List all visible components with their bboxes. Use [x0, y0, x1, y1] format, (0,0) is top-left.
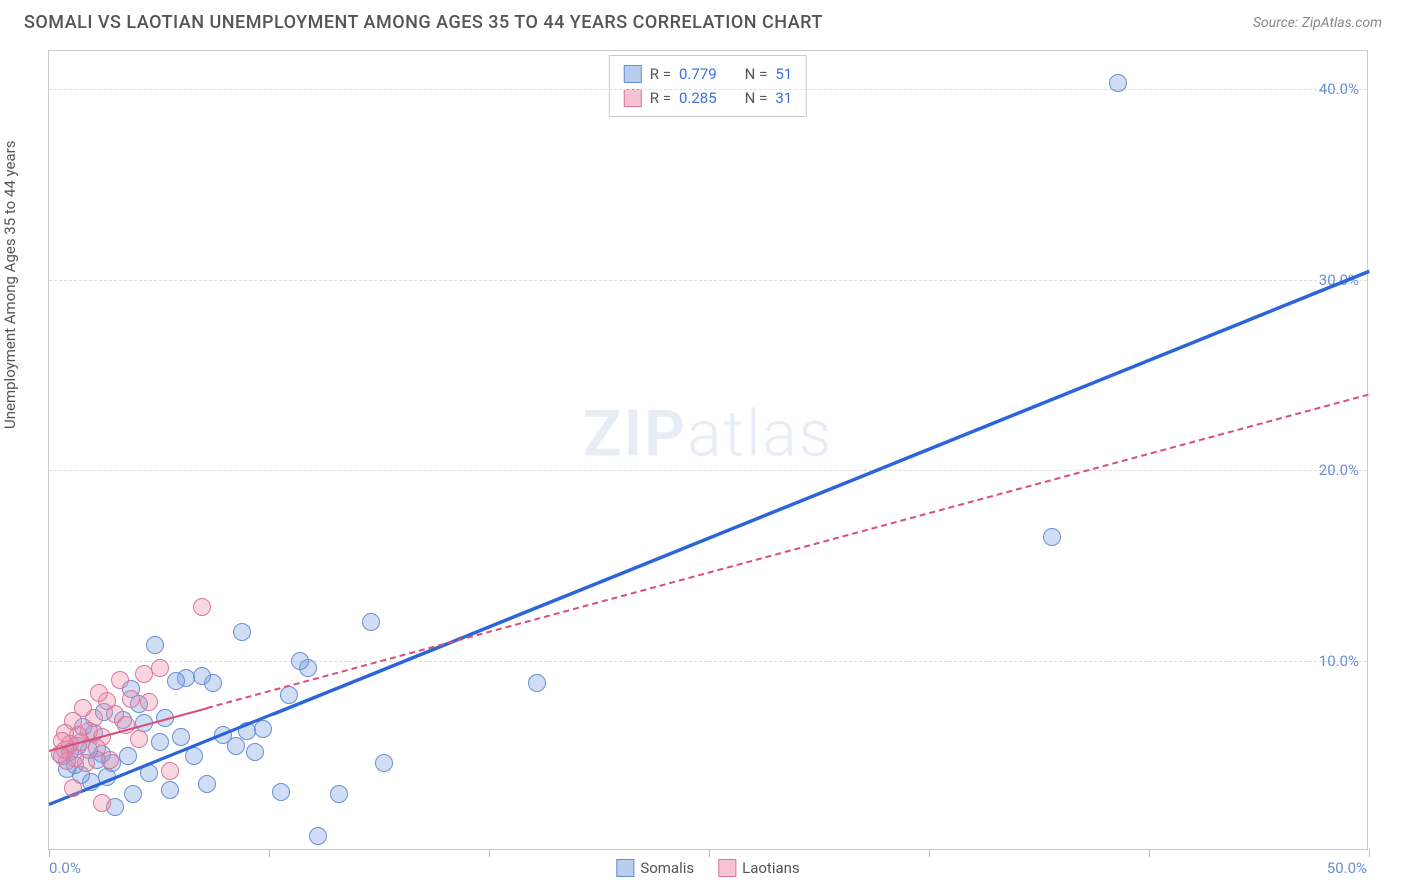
watermark: ZIPatlas [583, 397, 833, 472]
data-point [151, 659, 169, 677]
data-point [130, 730, 148, 748]
data-point [375, 754, 393, 772]
data-point [233, 623, 251, 641]
grid-line [49, 470, 1367, 471]
data-point [1109, 74, 1127, 92]
data-point [93, 794, 111, 812]
data-point [64, 779, 82, 797]
data-point [151, 733, 169, 751]
data-point [246, 743, 264, 761]
chart-title: SOMALI VS LAOTIAN UNEMPLOYMENT AMONG AGE… [24, 12, 823, 33]
x-tick [49, 849, 50, 857]
x-tick [709, 849, 710, 857]
source-attribution: Source: ZipAtlas.com [1253, 15, 1382, 31]
data-point [161, 762, 179, 780]
data-point [140, 693, 158, 711]
legend-swatch [624, 89, 642, 107]
x-tick [489, 849, 490, 857]
x-tick [269, 849, 270, 857]
y-tick-label: 10.0% [1319, 652, 1359, 670]
x-tick [929, 849, 930, 857]
data-point [124, 785, 142, 803]
data-point [90, 684, 108, 702]
data-point [193, 598, 211, 616]
grid-line [49, 89, 1367, 90]
x-tick [1369, 849, 1370, 857]
trend-line [48, 270, 1369, 806]
y-tick-label: 40.0% [1319, 80, 1359, 98]
legend-item: Laotians [718, 859, 800, 877]
data-point [193, 667, 211, 685]
legend-row: R =0.779N =51 [624, 62, 792, 86]
data-point [167, 672, 185, 690]
data-point [119, 747, 137, 765]
legend-swatch [718, 859, 736, 877]
data-point [291, 652, 309, 670]
x-tick [1149, 849, 1150, 857]
data-point [362, 613, 380, 631]
data-point [122, 690, 140, 708]
data-point [330, 785, 348, 803]
legend-item: Somalis [616, 859, 694, 877]
data-point [309, 827, 327, 845]
data-point [172, 728, 190, 746]
chart-header: SOMALI VS LAOTIAN UNEMPLOYMENT AMONG AGE… [0, 0, 1406, 41]
series-legend: Somalis Laotians [616, 859, 799, 877]
data-point [1043, 528, 1061, 546]
legend-swatch [624, 65, 642, 83]
data-point [111, 671, 129, 689]
scatter-chart: ZIPatlas R =0.779N =51R =0.285N =31 Soma… [48, 50, 1368, 850]
data-point [135, 665, 153, 683]
y-tick-label: 20.0% [1319, 461, 1359, 479]
x-axis-max-label: 50.0% [1327, 859, 1367, 877]
data-point [146, 636, 164, 654]
y-axis-label: Unemployment Among Ages 35 to 44 years [1, 141, 19, 429]
data-point [88, 739, 106, 757]
trend-line [207, 394, 1369, 709]
legend-swatch [616, 859, 634, 877]
grid-line [49, 280, 1367, 281]
x-axis-min-label: 0.0% [49, 859, 81, 877]
correlation-legend: R =0.779N =51R =0.285N =31 [609, 55, 807, 117]
grid-line [49, 661, 1367, 662]
data-point [198, 775, 216, 793]
data-point [254, 720, 272, 738]
data-point [161, 781, 179, 799]
data-point [528, 674, 546, 692]
data-point [272, 783, 290, 801]
